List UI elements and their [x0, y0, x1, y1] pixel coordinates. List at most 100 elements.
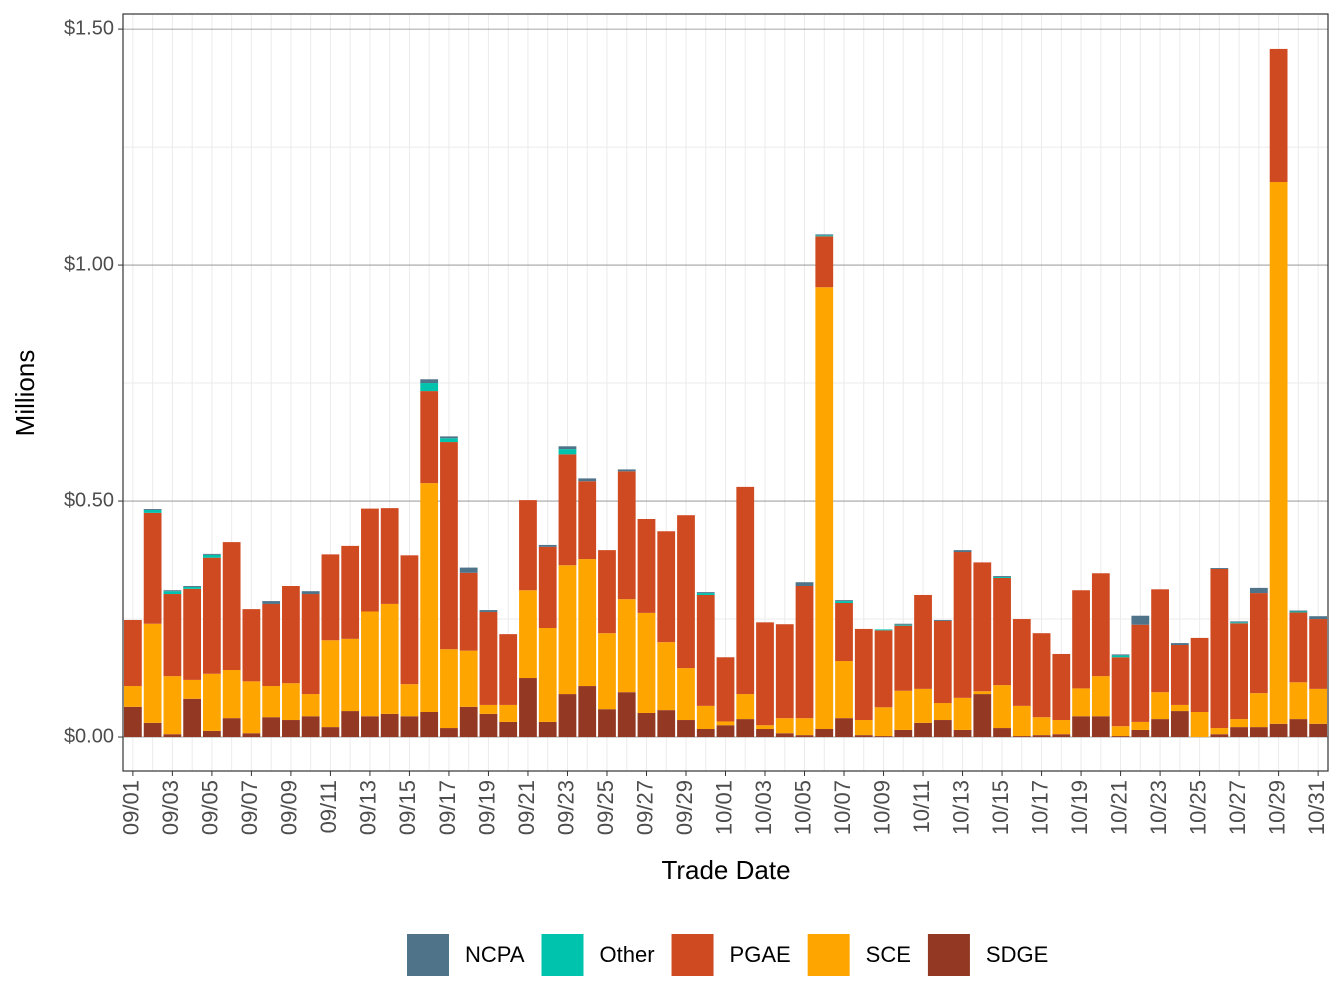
- bar-segment: [1170, 643, 1189, 645]
- bar-segment: [163, 590, 182, 592]
- x-tick-label: 10/07: [830, 780, 855, 835]
- bar-segment: [479, 713, 498, 738]
- bar-segment: [578, 559, 597, 687]
- bar-segment: [1269, 723, 1288, 738]
- bar-segment: [677, 668, 695, 721]
- bar-segment: [953, 550, 972, 553]
- bar-segment: [400, 555, 419, 685]
- x-tick-label: 09/05: [198, 780, 223, 835]
- bar-segment: [1309, 619, 1328, 689]
- bar-segment: [1012, 705, 1031, 737]
- bar-segment: [677, 720, 695, 738]
- x-tick-label: 10/27: [1225, 780, 1250, 835]
- bar-segment: [380, 508, 399, 604]
- legend-key: [541, 934, 584, 976]
- x-axis-title: Trade Date: [661, 855, 790, 885]
- bar-segment: [262, 686, 281, 718]
- bar-segment: [203, 673, 221, 731]
- x-tick-label: 10/25: [1185, 780, 1210, 835]
- bar-segment: [795, 585, 814, 719]
- bar-segment: [459, 650, 478, 707]
- bar-segment: [519, 590, 537, 679]
- x-tick-label: 09/15: [395, 780, 420, 835]
- bar-segment: [440, 728, 458, 738]
- x-tick-label: 09/19: [474, 780, 499, 835]
- bar-segment: [795, 582, 814, 586]
- bar-segment: [1269, 48, 1288, 183]
- bar-segment: [459, 567, 478, 573]
- bar-segment: [894, 729, 913, 738]
- bar-segment: [242, 609, 261, 682]
- bar-segment: [736, 694, 755, 720]
- bar-segment: [1210, 734, 1229, 738]
- bar-segment: [538, 721, 557, 738]
- bar-segment: [657, 710, 676, 738]
- bar-segment: [993, 577, 1011, 578]
- bar-segment: [1032, 735, 1051, 738]
- x-tick-label: 09/03: [158, 780, 183, 835]
- bar-segment: [835, 661, 853, 719]
- bar-segment: [1249, 727, 1268, 738]
- bar-segment: [163, 591, 182, 595]
- bar-segment: [578, 481, 597, 560]
- bar-segment: [301, 594, 320, 695]
- bar-segment: [341, 545, 360, 639]
- bar-segment: [894, 690, 913, 730]
- bar-segment: [1111, 655, 1130, 658]
- bar-segment: [203, 557, 221, 674]
- bar-segment: [1151, 692, 1169, 720]
- bar-segment: [222, 542, 241, 671]
- bar-segment: [716, 725, 735, 738]
- bar-segment: [637, 518, 656, 613]
- legend-label: SCE: [866, 942, 911, 967]
- y-tick-label: $1.50: [64, 17, 114, 39]
- bar-segment: [143, 512, 162, 624]
- bar-segment: [499, 704, 518, 722]
- x-tick-label: 10/11: [909, 780, 934, 833]
- bar-segment: [203, 554, 221, 558]
- bar-segment: [222, 718, 241, 738]
- bar-segment: [617, 599, 636, 693]
- bar-segment: [440, 438, 458, 443]
- bar-segment: [1289, 611, 1308, 613]
- bar-segment: [775, 718, 794, 734]
- bar-segment: [973, 691, 992, 695]
- bar-segment: [756, 728, 774, 738]
- bar-segment: [696, 593, 715, 595]
- bar-segment: [143, 722, 162, 738]
- bar-segment: [657, 642, 676, 711]
- bar-segment: [1072, 688, 1090, 717]
- bar-segment: [815, 236, 834, 288]
- legend-label: NCPA: [465, 942, 525, 967]
- bar-segment: [1309, 688, 1328, 724]
- bar-segment: [420, 383, 439, 392]
- bar-segment: [894, 625, 913, 691]
- bar-segment: [1269, 182, 1288, 724]
- legend-label: Other: [600, 942, 655, 967]
- bar-segment: [519, 678, 537, 738]
- bar-segment: [1012, 736, 1031, 738]
- bar-segment: [993, 685, 1011, 729]
- legend-key: [927, 934, 970, 976]
- bar-segment: [756, 622, 774, 726]
- bar-segment: [558, 446, 577, 450]
- bar-segment: [1111, 657, 1130, 727]
- bar-segment: [420, 379, 439, 384]
- bar-segment: [1170, 704, 1189, 712]
- bar-segment: [282, 683, 300, 721]
- x-tick-label: 10/09: [869, 780, 894, 835]
- bar-segment: [519, 500, 537, 591]
- bar-segment: [420, 391, 439, 484]
- bar-segment: [242, 681, 261, 734]
- bar-segment: [282, 720, 300, 738]
- bar-segment: [815, 234, 834, 236]
- bar-segment: [1230, 727, 1248, 738]
- bar-segment: [598, 550, 616, 634]
- bar-segment: [262, 717, 281, 738]
- bar-segment: [914, 594, 932, 689]
- bar-segment: [696, 728, 715, 738]
- x-tick-label: 10/03: [751, 780, 776, 835]
- legend-label: SDGE: [986, 942, 1048, 967]
- bar-segment: [795, 735, 814, 738]
- bar-segment: [1052, 720, 1071, 735]
